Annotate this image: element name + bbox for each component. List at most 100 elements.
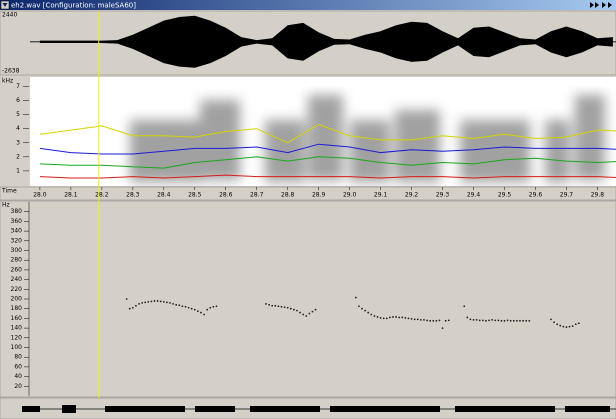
time-tick-label: 29.8 [591,192,605,199]
pitch-point [479,319,481,321]
time-tick-label: 28.3 [126,192,140,199]
time-axis-panel [0,187,616,200]
pitch-point [200,312,202,314]
pitch-point [426,319,428,321]
time-tick-label: 28.2 [95,192,109,199]
pitch-point [355,297,357,299]
pitch-point [271,305,273,307]
hz-tick-label: 160 [11,315,23,322]
pitch-point [578,322,580,324]
hz-tick-label: 120 [11,334,23,341]
time-tick-label: 28.5 [188,192,202,199]
pitch-point [290,308,292,310]
pitch-point [370,314,372,316]
time-tick-label: 28.8 [281,192,295,199]
pitch-point [377,316,379,318]
wave-max-label: 2440 [2,12,17,19]
hz-tick-label: 380 [11,208,23,215]
pitch-point [528,320,530,322]
pitch-point [507,319,509,321]
pitch-point [566,326,568,328]
pitch-point [126,298,128,300]
pitch-point [132,307,134,309]
spectrogram-axis-area [0,77,30,186]
pitch-point [510,320,512,322]
wave-min-label: -2638 [2,68,20,75]
hz-tick-label: 180 [11,305,23,312]
pitch-point [423,319,425,321]
hz-tick-label: 100 [11,344,23,351]
hz-tick-label: 320 [11,237,23,244]
pitch-point [172,303,174,305]
pitch-point [383,318,385,320]
pitch-point [386,318,388,320]
hz-tick-label: 220 [11,286,23,293]
pitch-point [163,301,165,303]
pitch-panel [0,201,616,397]
pitch-point [482,319,484,321]
pitch-point [420,319,422,321]
hz-tick-label: 80 [14,354,22,361]
hz-tick-label: 360 [11,218,23,225]
khz-tick-label: 3 [16,139,20,146]
pitch-point [166,301,168,303]
pitch-point [277,305,279,307]
pitch-point [191,308,193,310]
pitch-point [284,306,286,308]
khz-tick-label: 1 [16,167,20,174]
pitch-point [389,317,391,319]
time-tick-label: 28.7 [250,192,264,199]
app-window: eh2.wav [Configuration: maleSA60] Time k… [0,0,616,419]
pitch-point [197,310,199,312]
pitch-point [209,307,211,309]
time-tick-label: 29.1 [374,192,388,199]
pitch-point [287,307,289,309]
time-tick-label: 28.1 [64,192,78,199]
time-tick-label: 29.7 [560,192,574,199]
pitch-point [154,300,156,302]
pitch-point [358,305,360,307]
pitch-point [395,316,397,318]
pitch-point [299,312,301,314]
hz-tick-label: 280 [11,257,23,264]
pitch-point [185,306,187,308]
time-tick-label: 29.0 [343,192,357,199]
khz-tick-label: 6 [16,97,20,104]
khz-tick-label: 5 [16,111,20,118]
pitch-point [157,300,159,302]
time-tick-label: 29.2 [405,192,419,199]
pitch-point [315,309,317,311]
pitch-point [147,301,149,303]
time-label: Time [1,188,17,195]
hz-tick-label: 240 [11,276,23,283]
time-tick-label: 28.0 [33,192,47,199]
window-title: eh2.wav [Configuration: maleSA60] [11,2,136,10]
pitch-point [175,304,177,306]
pitch-point [392,316,394,318]
pitch-point [516,320,518,322]
pitch-point [485,320,487,322]
hz-tick-label: 300 [11,247,23,254]
khz-tick-label: 7 [16,83,20,90]
time-tick-label: 29.4 [467,192,481,199]
pitch-point [206,309,208,311]
pitch-point [562,326,564,328]
hz-tick-label: 340 [11,228,23,235]
pitch-point [380,317,382,319]
pitch-point [448,319,450,321]
pitch-point [401,317,403,319]
pulse-markers [22,405,610,413]
pitch-point [308,313,310,315]
pitch-point [203,314,205,316]
pitch-point [293,309,295,311]
pitch-point [463,305,465,307]
pitch-point [212,306,214,308]
pitch-point [129,308,131,310]
pitch-point [519,320,521,322]
pitch-point [572,325,574,327]
pitch-point [575,323,577,325]
time-tick-label: 29.5 [498,192,512,199]
pitch-point [501,320,503,322]
hz-tick-label: 140 [11,325,23,332]
pitch-point [429,320,431,322]
